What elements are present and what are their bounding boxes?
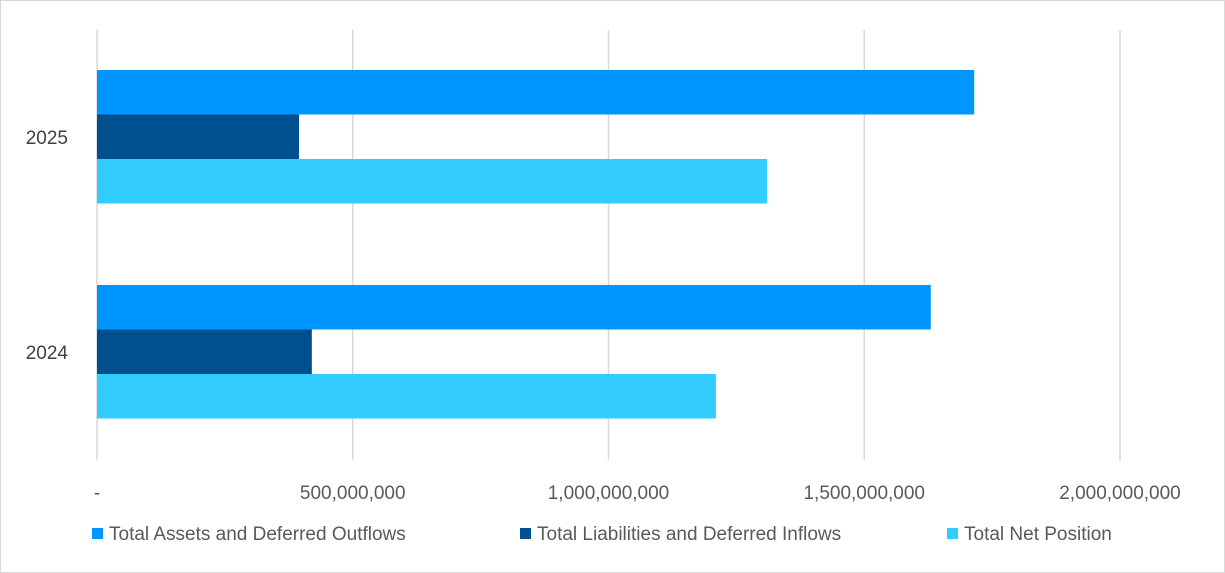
legend-swatch [947,528,958,539]
category-label: 2024 [26,343,69,364]
x-tick-label: 1,500,000,000 [803,483,925,504]
legend: Total Assets and Deferred Outflows Total … [92,524,1112,545]
legend-swatch [520,528,531,539]
y-axis-categories: 2025 2024 [26,128,69,364]
x-tick-label: 1,000,000,000 [548,483,670,504]
bar-2024-series-1 [97,329,312,374]
bar-2024-series-2 [97,374,716,419]
bar-2025-series-2 [97,159,768,204]
x-tick-label: 2,000,000,000 [1059,483,1181,504]
legend-label: Total Assets and Deferred Outflows [109,524,406,545]
legend-label: Total Net Position [964,524,1112,545]
bar-2024-series-0 [97,285,931,330]
legend-label: Total Liabilities and Deferred Inflows [537,524,841,545]
x-tick-label: 500,000,000 [300,483,406,504]
legend-swatch [92,528,103,539]
x-tick-label: - [94,483,100,504]
bar-2025-series-1 [97,114,300,159]
category-label: 2025 [26,128,68,149]
x-axis-ticks: - 500,000,000 1,000,000,000 1,500,000,000 2,… [94,483,1181,504]
bars [97,70,975,419]
bar-2025-series-0 [97,70,975,115]
